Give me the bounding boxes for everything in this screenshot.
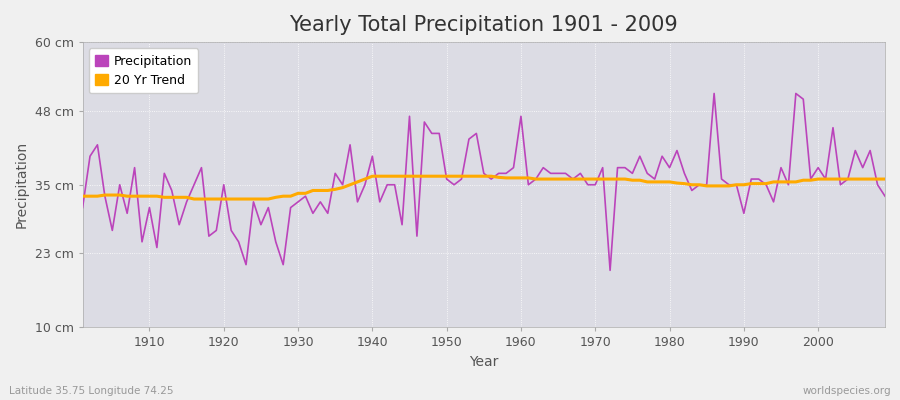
X-axis label: Year: Year [469,355,499,369]
Legend: Precipitation, 20 Yr Trend: Precipitation, 20 Yr Trend [89,48,198,93]
Text: worldspecies.org: worldspecies.org [803,386,891,396]
Text: Latitude 35.75 Longitude 74.25: Latitude 35.75 Longitude 74.25 [9,386,174,396]
Title: Yearly Total Precipitation 1901 - 2009: Yearly Total Precipitation 1901 - 2009 [290,15,679,35]
Y-axis label: Precipitation: Precipitation [15,141,29,228]
